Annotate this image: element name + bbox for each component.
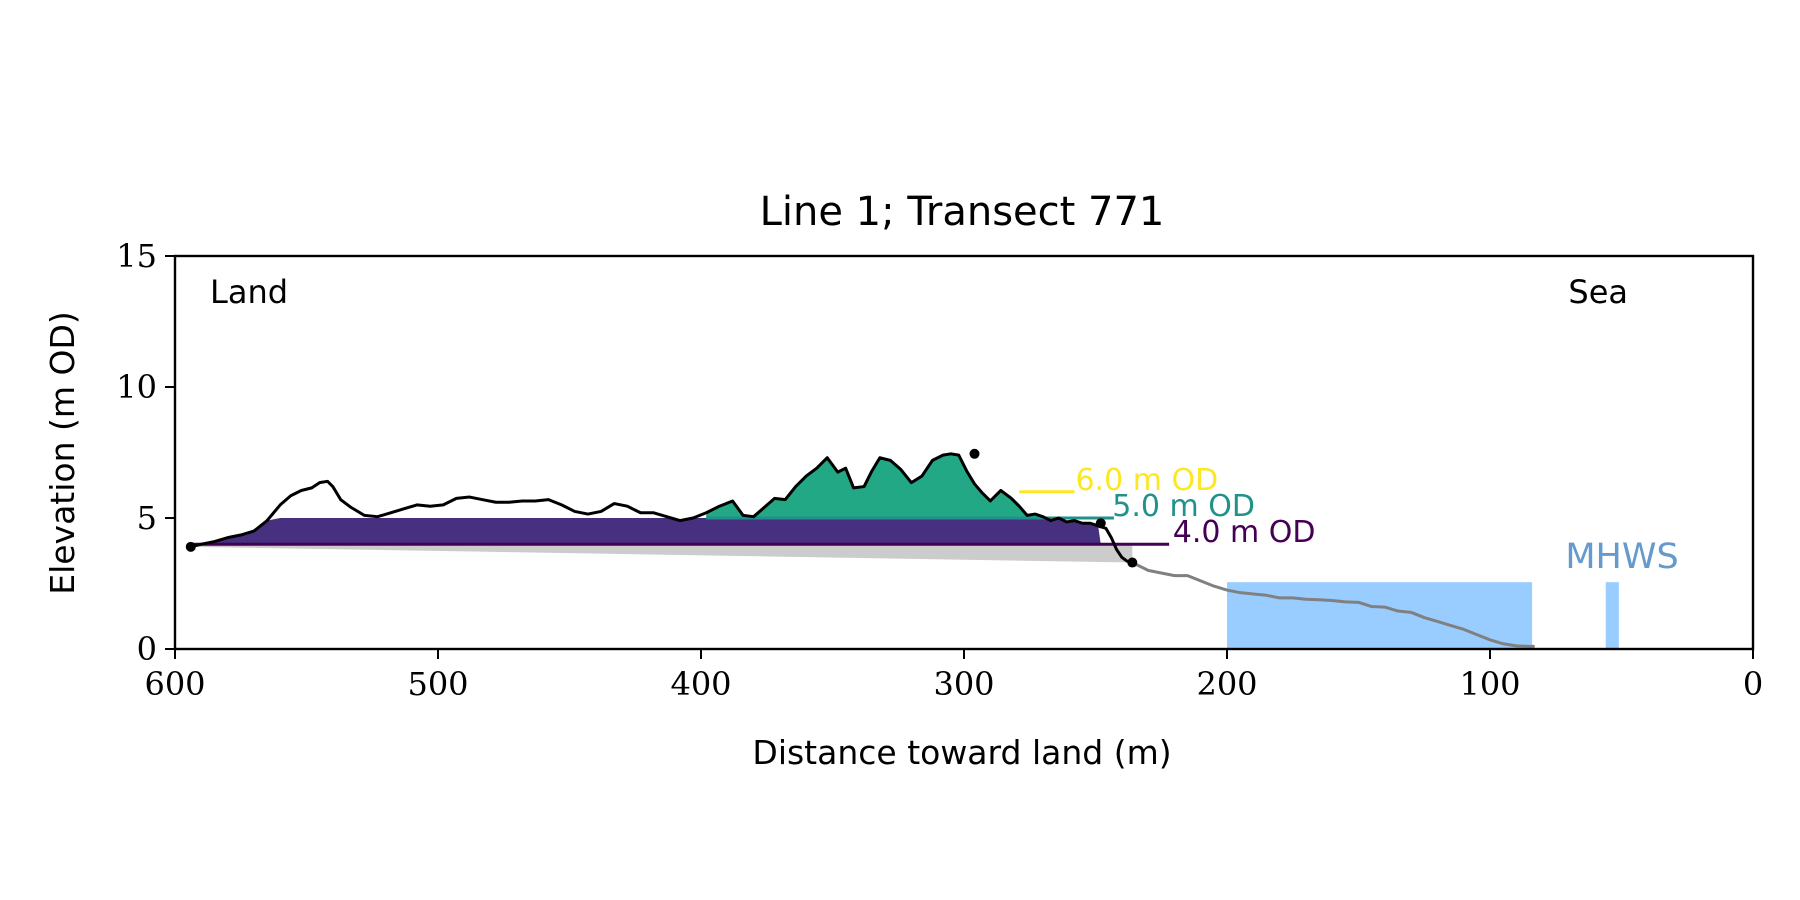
dune-profile-line (190, 452, 1133, 564)
x-tick-label-4: 200 (1196, 665, 1257, 703)
profile-marker-2 (1095, 518, 1106, 529)
x-tick-label-6: 0 (1743, 665, 1763, 703)
y-tick-label-3: 15 (116, 237, 157, 275)
x-tick-label-1: 500 (407, 665, 468, 703)
level-label-0: 6.0 m OD (1075, 463, 1218, 498)
chart-title: Line 1; Transect 771 (760, 189, 1165, 235)
y-axis-label: Elevation (m OD) (43, 311, 82, 595)
base-volume-fill (190, 544, 1133, 563)
profile-marker-1 (969, 448, 980, 459)
x-tick-label-5: 100 (1459, 665, 1520, 703)
x-axis-label: Distance toward land (m) (752, 733, 1171, 772)
axes: 600 500 400 300 200 100 0 0 5 10 15 (116, 237, 1763, 703)
level-label-1: 5.0 m OD (1112, 489, 1255, 524)
mhws-region-1 (1605, 582, 1619, 649)
volume-fill-5m (706, 453, 1107, 518)
plot-area: 6.0 m OD5.0 m OD4.0 m OD MHWS (185, 448, 1679, 649)
y-tick-label-1: 5 (137, 499, 157, 537)
profile-marker-0 (185, 541, 196, 552)
x-tick-label-0: 600 (144, 665, 205, 703)
y-tick-label-0: 0 (137, 630, 157, 668)
profile-marker-3 (1127, 557, 1138, 568)
y-tick-label-2: 10 (116, 368, 157, 406)
level-label-2: 4.0 m OD (1173, 515, 1316, 550)
volume-fill-4m (190, 518, 1101, 545)
mhws-label: MHWS (1565, 537, 1678, 577)
corner-label-land: Land (210, 273, 288, 311)
foreshore-profile-line (1131, 561, 1535, 648)
x-tick-label-2: 400 (670, 665, 731, 703)
corner-label-sea: Sea (1568, 273, 1628, 311)
x-tick-label-3: 300 (933, 665, 994, 703)
